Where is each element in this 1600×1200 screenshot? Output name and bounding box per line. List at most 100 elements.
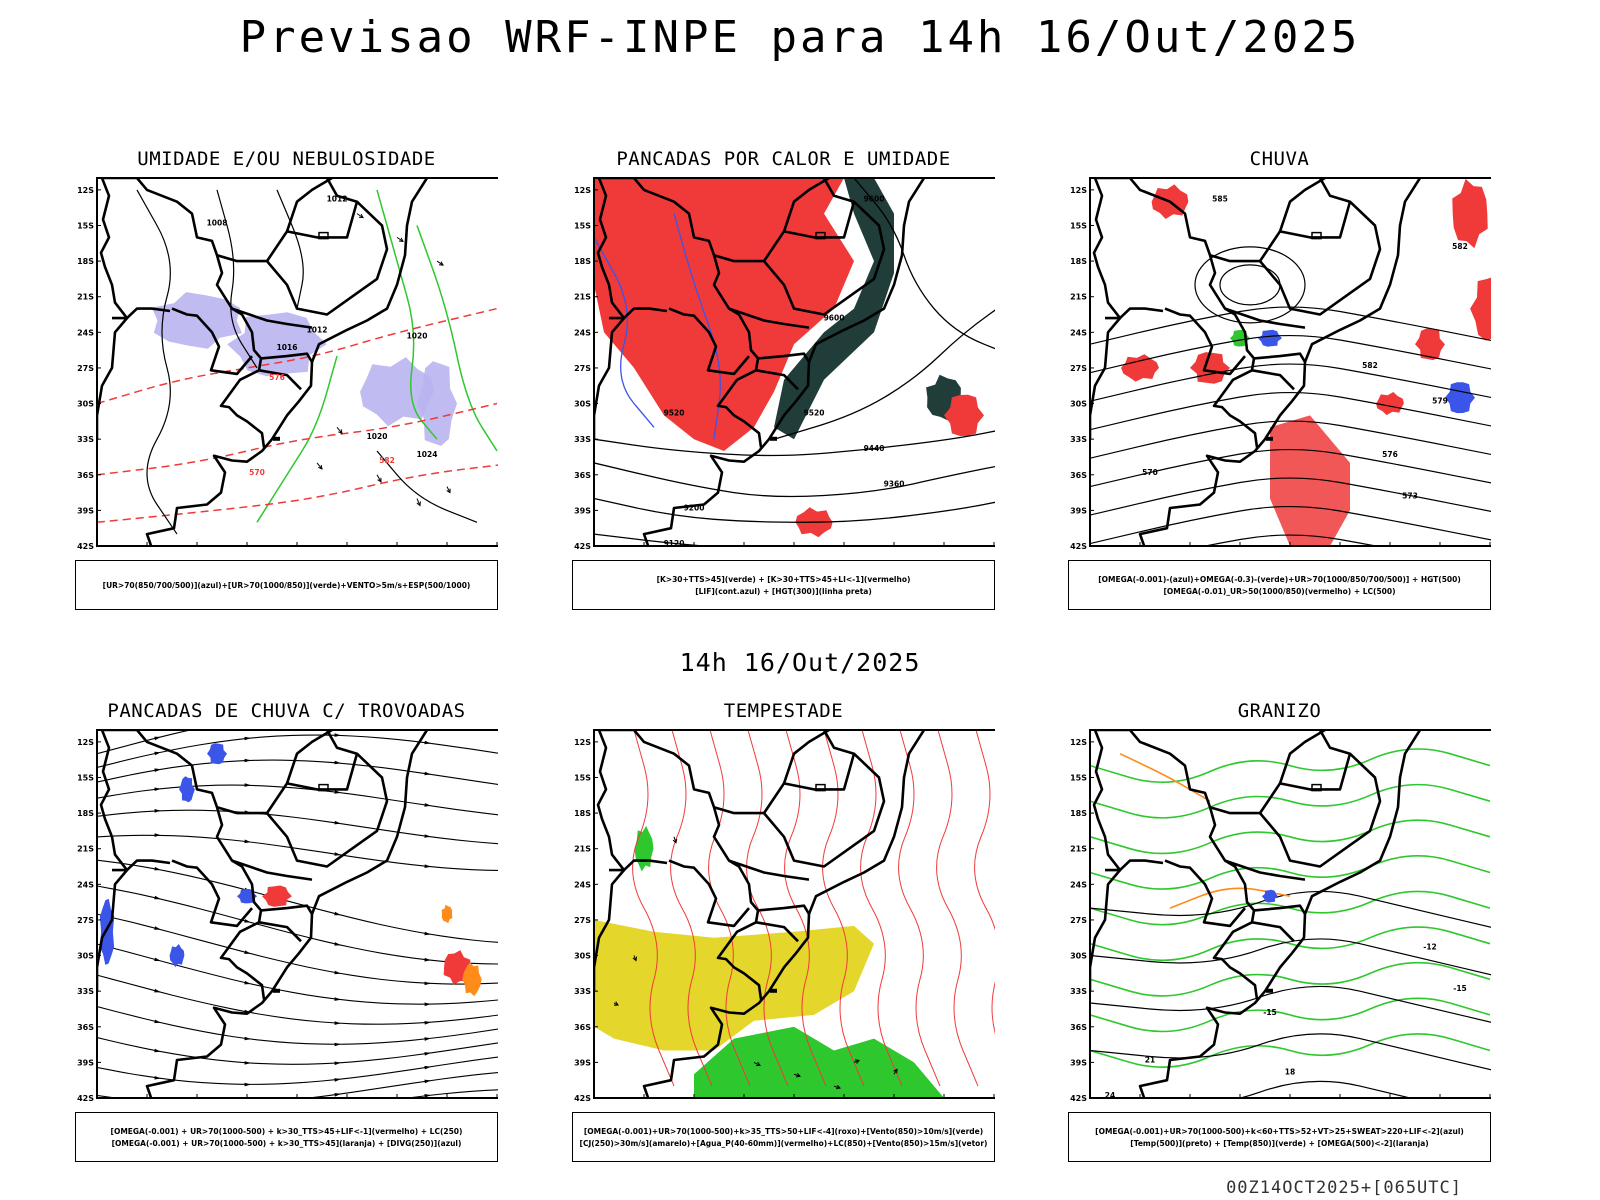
streamline-arrow xyxy=(424,834,431,838)
lon-tick-label: 50W xyxy=(784,549,804,550)
lat-tick-label: 42S xyxy=(77,542,94,550)
jet-area-yellow xyxy=(594,919,874,1051)
streamline-arrow xyxy=(244,950,251,954)
map-content: 1012 1008 1012 1020 1024 1020 1016 576 582 570 xyxy=(97,178,498,546)
streamline-arrow xyxy=(424,771,431,776)
streamline-arrow xyxy=(154,895,161,900)
lon-tick-label: 35W xyxy=(1430,549,1450,550)
lon-tick-label: 30W xyxy=(984,1101,995,1102)
wind-vector xyxy=(854,1059,860,1064)
streamline-arrow xyxy=(424,957,431,962)
precipitable-water-contour xyxy=(670,730,713,1087)
lon-tick-label: 45W xyxy=(337,549,357,550)
lat-tick-label: 33S xyxy=(1070,987,1087,996)
brasilia-marker xyxy=(1311,783,1322,792)
wind-vector xyxy=(398,237,404,242)
country-border xyxy=(265,730,333,814)
map-frame xyxy=(1089,177,1491,547)
streamline-arrow xyxy=(334,970,341,975)
legend-line: [OMEGA(-0.001)+UR>70(1000-500)+k>35_TTS>… xyxy=(583,1126,984,1136)
pressure-contour xyxy=(136,189,178,535)
streamline-arrow xyxy=(154,926,161,930)
streamline-arrow xyxy=(424,864,431,868)
legend-line: [OMEGA(-0.001) + UR>70(1000-500) + k>30_… xyxy=(111,1138,462,1148)
contour-label: -15 xyxy=(1453,984,1467,993)
panel-legend: [OMEGA(-0.001)-(azul)+OMEGA(-0.3)-(verde… xyxy=(1068,560,1491,610)
lat-tick-label: 30S xyxy=(1070,952,1087,961)
country-border xyxy=(1090,178,1122,446)
coastline-east xyxy=(145,730,429,1098)
lat-tick-label: 27S xyxy=(1070,916,1087,925)
wind-vector xyxy=(416,498,421,506)
lat-tick-label: 36S xyxy=(77,471,94,480)
coastline-east xyxy=(145,178,429,546)
convective-area-red xyxy=(944,394,984,436)
contour-label: 24 xyxy=(1105,1091,1115,1100)
lat-tick-label: 24S xyxy=(1070,328,1087,337)
lon-tick-label: 35W xyxy=(1430,1101,1450,1102)
legend-line: [K>30+TTS>45](verde) + [K>30+TTS>45+LI<-… xyxy=(656,574,911,584)
rain-area-red xyxy=(1121,354,1159,382)
lat-tick-label: 33S xyxy=(1070,435,1087,444)
rain-area-red xyxy=(1470,277,1491,341)
lon-tick-label: 40W xyxy=(387,549,407,550)
wind-vector xyxy=(672,838,678,844)
panel-legend: [OMEGA(-0.001) + UR>70(1000-500) + k>30_… xyxy=(75,1112,498,1162)
wind-vector xyxy=(446,486,451,493)
lat-tick-label: 15S xyxy=(77,773,94,782)
streamline-arrow xyxy=(154,768,161,772)
streamline-arrow xyxy=(334,733,341,737)
streamline-arrow xyxy=(154,833,161,837)
country-border xyxy=(1279,201,1352,239)
streamline-arrow xyxy=(334,1021,341,1025)
storm-area-red xyxy=(262,885,292,907)
lat-tick-label: 36S xyxy=(574,471,591,480)
hgt500-contour xyxy=(1090,505,1491,545)
hgt500-contour xyxy=(1090,420,1491,459)
panel-legend: [OMEGA(-0.001)+UR>70(1000-500)+k<60+TTS>… xyxy=(1068,1112,1491,1162)
lon-tick-label: 60W xyxy=(684,1101,704,1102)
lat-tick-label: 12S xyxy=(77,738,94,747)
map-content xyxy=(594,730,995,1098)
streamline-arrow xyxy=(424,1002,431,1007)
contour-label: 9600 xyxy=(824,313,845,322)
lon-tick-label: 60W xyxy=(684,549,704,550)
lat-tick-label: 18S xyxy=(77,809,94,818)
precipitable-water-contour xyxy=(632,730,675,1087)
streamline-arrow xyxy=(334,1042,341,1047)
country-border xyxy=(755,369,799,391)
streamline-arrow xyxy=(424,803,431,807)
streamline-arrow xyxy=(334,1061,341,1066)
wind-vector xyxy=(396,236,404,242)
streamline-arrow xyxy=(154,751,161,756)
streamline-arrow xyxy=(154,1076,161,1080)
lat-tick-label: 33S xyxy=(574,987,591,996)
map-content xyxy=(97,730,498,1098)
streamline-arrow xyxy=(154,736,161,741)
streamline xyxy=(97,1072,498,1098)
lat-tick-label: 27S xyxy=(574,916,591,925)
country-border xyxy=(260,904,314,915)
divergence-area-blue xyxy=(169,944,185,968)
brasilia-marker xyxy=(815,783,826,792)
coastline-east xyxy=(1138,730,1422,1098)
streamline-arrow xyxy=(154,988,161,993)
lat-tick-label: 42S xyxy=(1070,542,1087,550)
precipitable-water-contour xyxy=(708,730,751,1087)
brasilia-marker xyxy=(1311,231,1322,240)
streamline xyxy=(97,730,193,755)
lat-tick-label: 39S xyxy=(77,506,94,515)
map-content: -12 -15 -15 18 21 24 xyxy=(1090,730,1491,1100)
precipitable-water-contour xyxy=(784,730,827,1087)
contour-label: 573 xyxy=(1402,492,1418,501)
country-border xyxy=(171,307,253,376)
contour-label: 1012 xyxy=(307,325,328,334)
lon-tick-label: 35W xyxy=(437,1101,457,1102)
wind-vector xyxy=(377,477,382,483)
lon-tick-label: 45W xyxy=(834,1101,854,1102)
lon-tick-label: 50W xyxy=(1280,1101,1300,1102)
contour-label: 1016 xyxy=(277,343,298,352)
streamline-arrow xyxy=(244,1036,251,1041)
lon-tick-label: 55W xyxy=(1230,1101,1250,1102)
lon-tick-label: 65W xyxy=(137,549,157,550)
